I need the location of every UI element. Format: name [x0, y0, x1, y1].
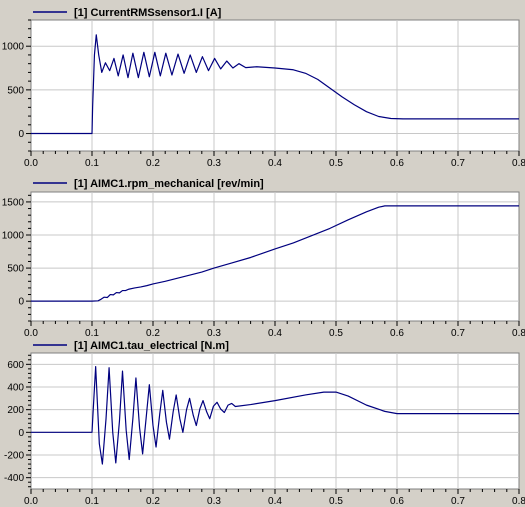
series-line — [31, 34, 519, 135]
y-tick-label: 0 — [18, 428, 24, 439]
chart-panel-1: 0.0 0.1 0.2 0.3 0.4 0.5 0.6 0.7 0.8 0 500 1000 [1] C… — [2, 7, 525, 169]
y-tick-label: 200 — [7, 405, 24, 416]
x-tick-label: 0.1 — [85, 158, 99, 169]
x-tick-label: 0.0 — [24, 158, 38, 169]
legend: [1] CurrentRMSsensor1.I [A] — [33, 7, 222, 19]
x-tick-label: 0.0 — [24, 328, 38, 339]
x-tick-label: 0.3 — [207, 158, 221, 169]
y-tick-label: 1500 — [2, 197, 25, 208]
x-tick-label: 0.2 — [146, 496, 160, 507]
legend-label: [1] AIMC1.rpm_mechanical [rev/min] — [74, 178, 264, 190]
y-tick-label: 500 — [7, 85, 24, 96]
x-tick-label: 0.8 — [512, 158, 525, 169]
legend: [1] AIMC1.rpm_mechanical [rev/min] — [33, 178, 264, 190]
x-tick-label: 0.8 — [512, 328, 525, 339]
chart-panel-3: 0.0 0.1 0.2 0.3 0.4 0.5 0.6 0.7 0.8 -400 -200 0 200 4… — [4, 340, 525, 507]
y-tick-label: 1000 — [2, 231, 25, 242]
x-tick-label: 0.6 — [390, 328, 404, 339]
x-tick-label: 0.4 — [268, 158, 282, 169]
legend: [1] AIMC1.tau_electrical [N.m] — [33, 340, 229, 352]
y-tick-label: 500 — [7, 264, 24, 275]
x-tick-label: 0.6 — [390, 158, 404, 169]
x-tick-label: 0.2 — [146, 328, 160, 339]
x-tick-label: 0.1 — [85, 496, 99, 507]
x-tick-label: 0.7 — [451, 328, 465, 339]
series-line — [31, 366, 519, 465]
y-tick-label: 0 — [18, 297, 24, 308]
series-line — [31, 205, 519, 302]
x-tick-label: 0.3 — [207, 496, 221, 507]
legend-label: [1] CurrentRMSsensor1.I [A] — [74, 7, 222, 19]
y-tick-label: -400 — [4, 473, 24, 484]
x-tick-label: 0.5 — [329, 328, 343, 339]
x-tick-label: 0.4 — [268, 328, 282, 339]
x-tick-label: 0.5 — [329, 496, 343, 507]
y-tick-label: -200 — [4, 451, 24, 462]
x-tick-label: 0.6 — [390, 496, 404, 507]
x-tick-label: 0.4 — [268, 496, 282, 507]
x-tick-label: 0.2 — [146, 158, 160, 169]
x-tick-label: 0.5 — [329, 158, 343, 169]
x-tick-label: 0.0 — [24, 496, 38, 507]
x-tick-label: 0.8 — [512, 496, 525, 507]
y-tick-label: 1000 — [2, 42, 25, 53]
y-tick-label: 400 — [7, 383, 24, 394]
x-tick-label: 0.3 — [207, 328, 221, 339]
x-tick-label: 0.7 — [451, 158, 465, 169]
y-tick-label: 600 — [7, 360, 24, 371]
y-tick-label: 0 — [18, 129, 24, 140]
chart-panel-2: 0.0 0.1 0.2 0.3 0.4 0.5 0.6 0.7 0.8 0 500 1000 1500 [… — [2, 178, 525, 339]
x-tick-label: 0.1 — [85, 328, 99, 339]
legend-label: [1] AIMC1.tau_electrical [N.m] — [74, 340, 229, 352]
x-tick-label: 0.7 — [451, 496, 465, 507]
